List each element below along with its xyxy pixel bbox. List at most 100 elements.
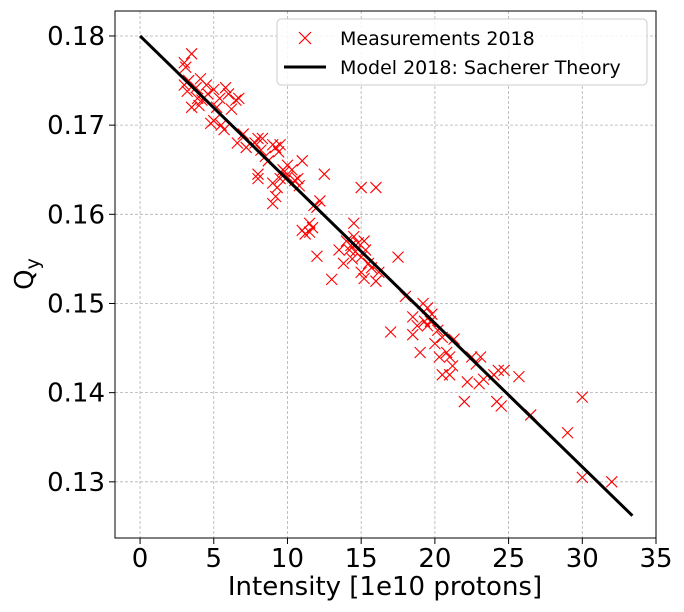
measurement-point [372, 266, 385, 279]
measurement-point [232, 92, 245, 105]
measurement-point [179, 61, 192, 74]
measurement-point [178, 56, 191, 69]
measurement-point [370, 275, 382, 288]
x-tick-label: 25 [492, 544, 525, 574]
measurement-point [281, 170, 294, 183]
measurement-point [286, 163, 298, 176]
measurement-point [424, 315, 437, 328]
legend: Measurements 2018 Model 2018: Sacherer T… [276, 18, 648, 86]
measurement-point [222, 88, 235, 100]
measurement-point [411, 319, 424, 332]
measurement-point [318, 168, 331, 181]
x-tick-label: 30 [566, 544, 599, 574]
measurement-point [576, 391, 589, 403]
y-tick-label: 0.17 [47, 111, 105, 141]
plot-frame [114, 10, 657, 539]
measurement-point [252, 172, 264, 185]
measurement-point [513, 370, 525, 383]
measurement-point [237, 128, 250, 140]
x-tick-label: 0 [132, 544, 149, 574]
measurement-point [207, 114, 220, 127]
x-tick-label: 35 [639, 544, 672, 574]
legend-box [276, 18, 648, 86]
measurement-point [561, 426, 574, 439]
measurement-point [231, 137, 244, 149]
y-axis-label-sub: y [22, 258, 44, 269]
y-axis-label: Qy [10, 258, 44, 290]
measurement-point [185, 101, 198, 114]
measurement-point [498, 364, 511, 377]
legend-label-model: Model 2018: Sacherer Theory [340, 57, 621, 79]
measurement-point [190, 81, 202, 94]
model-line [139, 34, 634, 517]
tick-layer: 0 5 10 15 20 25 30 35 0.13 0.14 0.15 0.16 0.17 0.18 [47, 22, 672, 574]
x-tick-label: 20 [418, 544, 451, 574]
measurement-point [185, 47, 198, 60]
measurement-point [314, 195, 326, 207]
measurement-point [355, 266, 368, 279]
data-layer [139, 34, 634, 517]
measurement-point [406, 328, 419, 341]
measurement-point [392, 251, 404, 264]
measurement-point [337, 257, 350, 270]
measurement-point [210, 101, 223, 114]
measurement-point [299, 228, 312, 240]
measurement-point [272, 146, 285, 158]
measurement-point [443, 351, 456, 363]
measurement-point [333, 244, 345, 256]
measurement-point [576, 471, 589, 484]
measurement-point [207, 83, 220, 96]
measurement-point [495, 400, 508, 412]
measurement-point [213, 92, 226, 105]
measurement-point [605, 475, 618, 488]
x-tick-label: 5 [205, 544, 222, 574]
x-tick-label: 15 [345, 544, 378, 574]
measurement-point [219, 81, 232, 94]
measurement-point [433, 351, 446, 363]
measurement-point [218, 123, 230, 136]
measurement-point [344, 239, 357, 252]
x-tick-label: 10 [271, 544, 304, 574]
measurement-point [492, 364, 505, 377]
measurement-point [370, 181, 382, 194]
measurement-point [193, 99, 205, 112]
measurement-point [252, 132, 264, 145]
measurement-point [274, 138, 286, 151]
y-axis-label-main: Q [10, 269, 40, 289]
x-axis-label: Intensity [1e10 protons] [228, 572, 542, 602]
y-tick-label: 0.14 [47, 379, 105, 409]
legend-label-measurements: Measurements 2018 [340, 28, 535, 50]
y-tick-label: 0.15 [47, 289, 105, 319]
measurement-point [355, 181, 368, 194]
measurement-point [347, 217, 360, 230]
measurement-point [446, 360, 459, 372]
measurement-point [358, 272, 371, 285]
measurement-point [384, 326, 397, 338]
y-tick-label: 0.18 [47, 22, 105, 52]
measurement-point [266, 197, 279, 210]
measurement-point [431, 324, 444, 337]
measurement-point [255, 144, 267, 156]
legend-marker-measurements [298, 31, 312, 45]
measurement-point [406, 310, 419, 323]
measurement-point [225, 103, 238, 115]
measurement-point [458, 395, 471, 408]
measurement-point [448, 333, 460, 346]
measurement-point [311, 250, 323, 263]
y-tick-label: 0.13 [47, 468, 105, 498]
measurement-point [252, 168, 264, 181]
measurement-point [414, 346, 427, 359]
measurement-point [443, 368, 456, 381]
measurement-point [325, 273, 338, 286]
y-tick-label: 0.16 [47, 200, 105, 230]
measurement-point [461, 376, 474, 388]
measurement-point [296, 154, 309, 167]
measurement-point [229, 94, 242, 107]
measurement-point [291, 172, 304, 185]
measurement-point [303, 226, 316, 239]
measurement-point [256, 132, 269, 145]
measurement-point [474, 351, 487, 363]
measurement-point [428, 337, 441, 350]
measurement-point [271, 181, 284, 194]
